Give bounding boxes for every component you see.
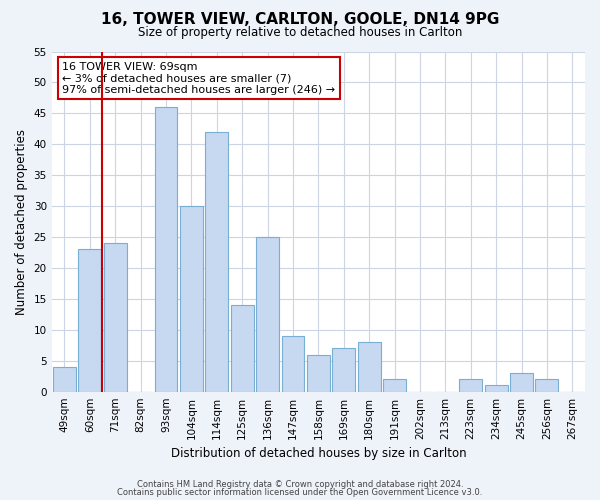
Bar xyxy=(383,380,406,392)
Text: 16 TOWER VIEW: 69sqm
← 3% of detached houses are smaller (7)
97% of semi-detache: 16 TOWER VIEW: 69sqm ← 3% of detached ho… xyxy=(62,62,335,95)
Bar xyxy=(459,380,482,392)
Bar xyxy=(79,250,101,392)
Bar xyxy=(256,237,279,392)
Bar xyxy=(485,386,508,392)
X-axis label: Distribution of detached houses by size in Carlton: Distribution of detached houses by size … xyxy=(170,447,466,460)
Bar xyxy=(155,107,178,392)
Bar xyxy=(332,348,355,392)
Bar xyxy=(53,367,76,392)
Text: Size of property relative to detached houses in Carlton: Size of property relative to detached ho… xyxy=(138,26,462,39)
Bar xyxy=(358,342,380,392)
Bar xyxy=(231,305,254,392)
Bar xyxy=(535,380,559,392)
Bar xyxy=(510,373,533,392)
Bar xyxy=(180,206,203,392)
Text: Contains public sector information licensed under the Open Government Licence v3: Contains public sector information licen… xyxy=(118,488,482,497)
Text: Contains HM Land Registry data © Crown copyright and database right 2024.: Contains HM Land Registry data © Crown c… xyxy=(137,480,463,489)
Bar xyxy=(281,336,304,392)
Bar xyxy=(307,354,330,392)
Bar xyxy=(104,243,127,392)
Bar xyxy=(205,132,228,392)
Text: 16, TOWER VIEW, CARLTON, GOOLE, DN14 9PG: 16, TOWER VIEW, CARLTON, GOOLE, DN14 9PG xyxy=(101,12,499,28)
Y-axis label: Number of detached properties: Number of detached properties xyxy=(15,128,28,314)
